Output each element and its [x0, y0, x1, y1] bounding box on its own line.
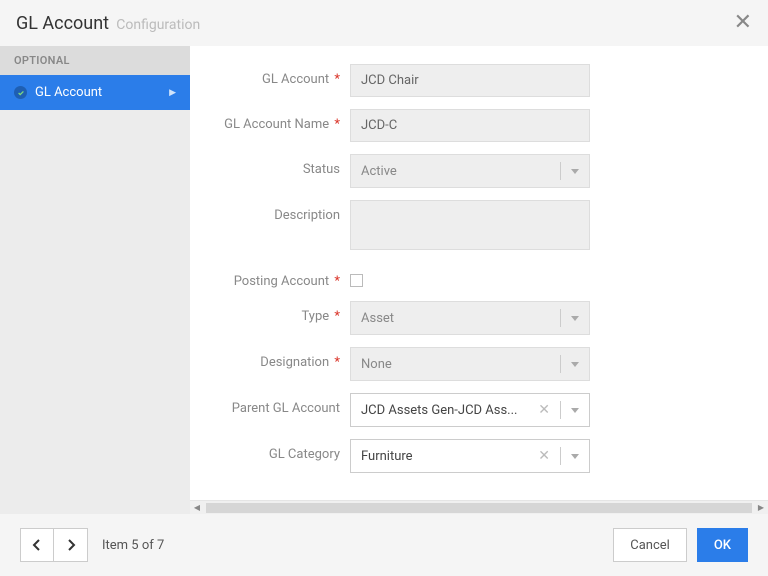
check-circle-icon [14, 86, 27, 99]
gl-account-name-input[interactable] [350, 109, 590, 142]
label-type: Type * [200, 301, 350, 324]
status-select[interactable]: Active [350, 154, 590, 188]
designation-select[interactable]: None [350, 347, 590, 381]
scroll-track[interactable] [206, 503, 752, 513]
label-status: Status [200, 154, 350, 177]
posting-account-checkbox[interactable] [350, 274, 363, 287]
dialog-header: GL Account Configuration ✕ [0, 0, 768, 46]
label-gl-category: GL Category [200, 439, 350, 462]
label-posting-account: Posting Account * [200, 266, 350, 289]
chevron-down-icon [571, 169, 579, 174]
main-panel: GL Account * GL Account Name * Status Ac… [190, 46, 768, 514]
chevron-down-icon [571, 408, 579, 413]
item-counter: Item 5 of 7 [102, 538, 164, 553]
scroll-right-icon[interactable]: ▶ [754, 501, 768, 515]
gl-account-input[interactable] [350, 64, 590, 97]
cancel-button[interactable]: Cancel [613, 528, 687, 562]
chevron-right-icon: ▶ [169, 88, 176, 98]
sidebar-item-label: GL Account [35, 85, 102, 100]
sidebar-section-label: OPTIONAL [0, 46, 190, 75]
type-select[interactable]: Asset [350, 301, 590, 335]
close-icon[interactable]: ✕ [734, 12, 752, 34]
clear-icon[interactable]: ✕ [538, 449, 550, 463]
chevron-down-icon [571, 454, 579, 459]
dialog-body: OPTIONAL GL Account ▶ GL Account * GL Ac… [0, 46, 768, 514]
horizontal-scrollbar[interactable]: ◀ ▶ [190, 500, 768, 514]
parent-gl-account-select[interactable]: JCD Assets Gen-JCD Ass... ✕ [350, 393, 590, 427]
label-description: Description [200, 200, 350, 223]
gl-category-select[interactable]: Furniture ✕ [350, 439, 590, 473]
label-designation: Designation * [200, 347, 350, 370]
form-area: GL Account * GL Account Name * Status Ac… [190, 46, 768, 500]
chevron-down-icon [571, 316, 579, 321]
chevron-down-icon [571, 362, 579, 367]
label-gl-account: GL Account * [200, 64, 350, 87]
clear-icon[interactable]: ✕ [538, 403, 550, 417]
description-input[interactable] [350, 200, 590, 250]
sidebar: OPTIONAL GL Account ▶ [0, 46, 190, 514]
next-button[interactable] [54, 528, 88, 562]
scroll-left-icon[interactable]: ◀ [190, 501, 204, 515]
header-title: GL Account [16, 13, 109, 34]
label-parent-gl-account: Parent GL Account [200, 393, 350, 416]
sidebar-item-gl-account[interactable]: GL Account ▶ [0, 75, 190, 110]
ok-button[interactable]: OK [697, 528, 748, 562]
header-subtitle: Configuration [116, 17, 200, 33]
pager [20, 528, 88, 562]
label-gl-account-name: GL Account Name * [200, 109, 350, 132]
dialog-footer: Item 5 of 7 Cancel OK [0, 514, 768, 576]
prev-button[interactable] [20, 528, 54, 562]
